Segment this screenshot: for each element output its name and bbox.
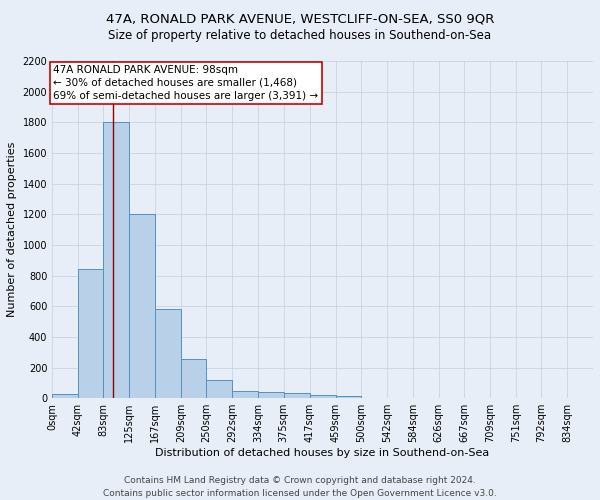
- Bar: [78, 270, 103, 398]
- Text: 47A, RONALD PARK AVENUE, WESTCLIFF-ON-SEA, SS0 9QR: 47A, RONALD PARK AVENUE, WESTCLIFF-ON-SE…: [106, 12, 494, 26]
- Bar: [335, 396, 361, 398]
- X-axis label: Distribution of detached houses by size in Southend-on-Sea: Distribution of detached houses by size …: [155, 448, 490, 458]
- Bar: [232, 391, 259, 398]
- Text: Size of property relative to detached houses in Southend-on-Sea: Size of property relative to detached ho…: [109, 29, 491, 42]
- Bar: [181, 359, 206, 399]
- Text: Contains HM Land Registry data © Crown copyright and database right 2024.
Contai: Contains HM Land Registry data © Crown c…: [103, 476, 497, 498]
- Bar: [206, 380, 232, 398]
- Bar: [259, 392, 284, 398]
- Bar: [52, 394, 78, 398]
- Bar: [155, 310, 181, 398]
- Bar: [284, 394, 310, 398]
- Y-axis label: Number of detached properties: Number of detached properties: [7, 142, 17, 318]
- Bar: [103, 122, 130, 398]
- Bar: [130, 214, 155, 398]
- Text: 47A RONALD PARK AVENUE: 98sqm
← 30% of detached houses are smaller (1,468)
69% o: 47A RONALD PARK AVENUE: 98sqm ← 30% of d…: [53, 65, 319, 101]
- Bar: [310, 395, 335, 398]
